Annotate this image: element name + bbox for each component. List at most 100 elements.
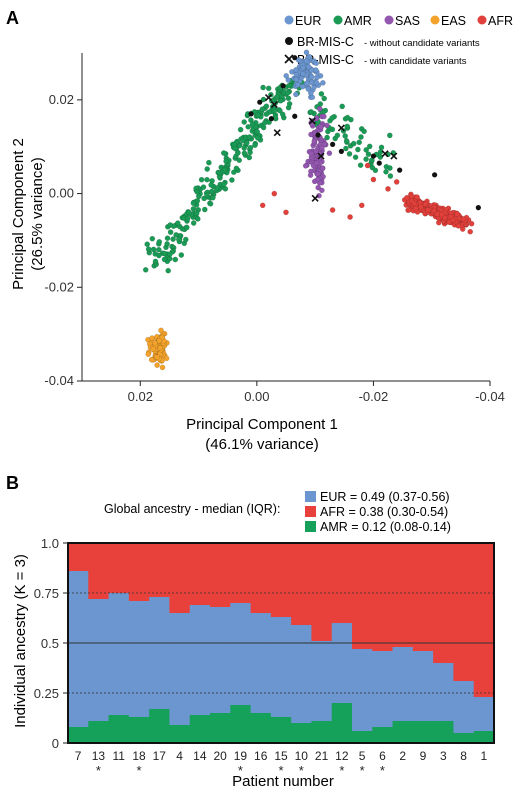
amr-point [234,150,241,156]
amr-point [260,84,266,91]
sas-point [319,187,325,194]
afr-point [468,220,475,227]
eas-point [156,337,162,344]
amr-point [377,154,384,160]
afr-point [329,207,336,213]
amr-point [363,147,370,153]
eas-point [154,354,160,360]
amr-point [161,256,168,263]
case-without-variant-point [292,55,298,61]
eur-point [307,90,314,96]
amr-point [156,238,163,245]
afr-point [435,219,442,226]
amr-point [190,200,197,206]
pca-y-axis-variance: (26.5% variance) [29,157,46,270]
amr-point [194,197,201,204]
sas-point [308,150,315,157]
bar-segment-eur [331,623,353,703]
afr-point [454,211,460,217]
ancestry-legend: EUR = 0.49 (0.37-0.56)AFR = 0.38 (0.30-0… [305,490,451,534]
amr-point [271,107,278,114]
amr-point [263,103,270,109]
bar-segment-afr [128,543,150,601]
amr-point [149,235,156,242]
eas-point [149,335,155,341]
eur-point [299,83,306,90]
afr-point [425,207,431,213]
afr-point [259,202,266,209]
bar-segment-eur [210,607,231,713]
patient-star-marker: * [278,763,283,778]
sas-point [311,138,318,145]
amr-point [198,176,205,183]
amr-point [339,103,346,110]
sas-point [316,192,322,199]
bar-segment-afr [453,543,475,681]
afr-point [364,162,371,169]
bar-segment-amr [108,715,130,743]
amr-point [190,220,197,226]
pca-x-tick-label: -0.04 [475,389,505,404]
amr-point [387,165,393,171]
amr-point [166,251,173,257]
case-with-variant-point [273,129,281,137]
amr-point [170,236,176,242]
amr-point [343,138,350,144]
afr-point [347,214,353,220]
legend-case-without: BR-MIS-C - without candidate variants [285,35,480,49]
amr-point [274,93,280,100]
bar-segment-afr [108,543,130,593]
amr-point [277,107,283,114]
legend-case-without-label: BR-MIS-C [297,35,354,49]
bar-segment-eur [433,663,454,721]
legend-swatch-afr [477,15,487,25]
patient-label: 2 [399,749,406,763]
patient-label: 1 [481,749,488,763]
amr-point [318,91,325,97]
amr-point [232,145,239,152]
case-without-variant-point [370,153,377,159]
bar-segment-afr [392,543,414,647]
bar-segment-eur [250,613,272,713]
pca-scatter-plot: 0.02 0.00 -0.02 -0.04 0.02 0.00 -0.02 -0.04 [44,49,505,404]
eas-point [157,345,163,351]
pca-x-tick-label: 0.02 [128,389,153,404]
eur-point [293,67,299,73]
amr-point [372,167,379,174]
amr-point [245,124,251,130]
amr-point [233,165,240,172]
eur-point [294,82,301,88]
amr-point [346,151,353,157]
legend-swatch-sas [384,15,394,25]
bar-segment-eur [311,641,333,721]
amr-point [204,166,210,172]
legend-swatch-eur [284,15,294,25]
afr-point [385,186,391,192]
bar-segment-afr [331,543,353,623]
amr-point [260,124,267,131]
panel-b-label: B [6,473,19,493]
bar-segment-afr [68,543,89,571]
patient-label: 19 [234,749,248,763]
sas-point [319,165,326,172]
bar-segment-eur [270,617,292,717]
legend-label-eur: EUR [295,14,321,28]
amr-point [365,151,372,157]
amr-point [252,142,258,148]
bar-segment-afr [270,543,292,617]
eur-point [313,60,320,67]
bar-segment-amr [352,731,373,743]
amr-point [279,111,286,118]
amr-point [321,95,328,102]
amr-point [342,133,349,139]
amr-point [178,252,185,258]
eur-point [303,58,310,64]
amr-point [204,176,210,183]
amr-point [263,111,270,117]
ancestry-legend-swatch-afr [305,506,316,517]
eas-point [158,327,164,334]
patient-label: 3 [440,749,447,763]
cross-stroke [381,150,389,158]
afr-point [393,179,400,185]
amr-point [361,128,367,135]
